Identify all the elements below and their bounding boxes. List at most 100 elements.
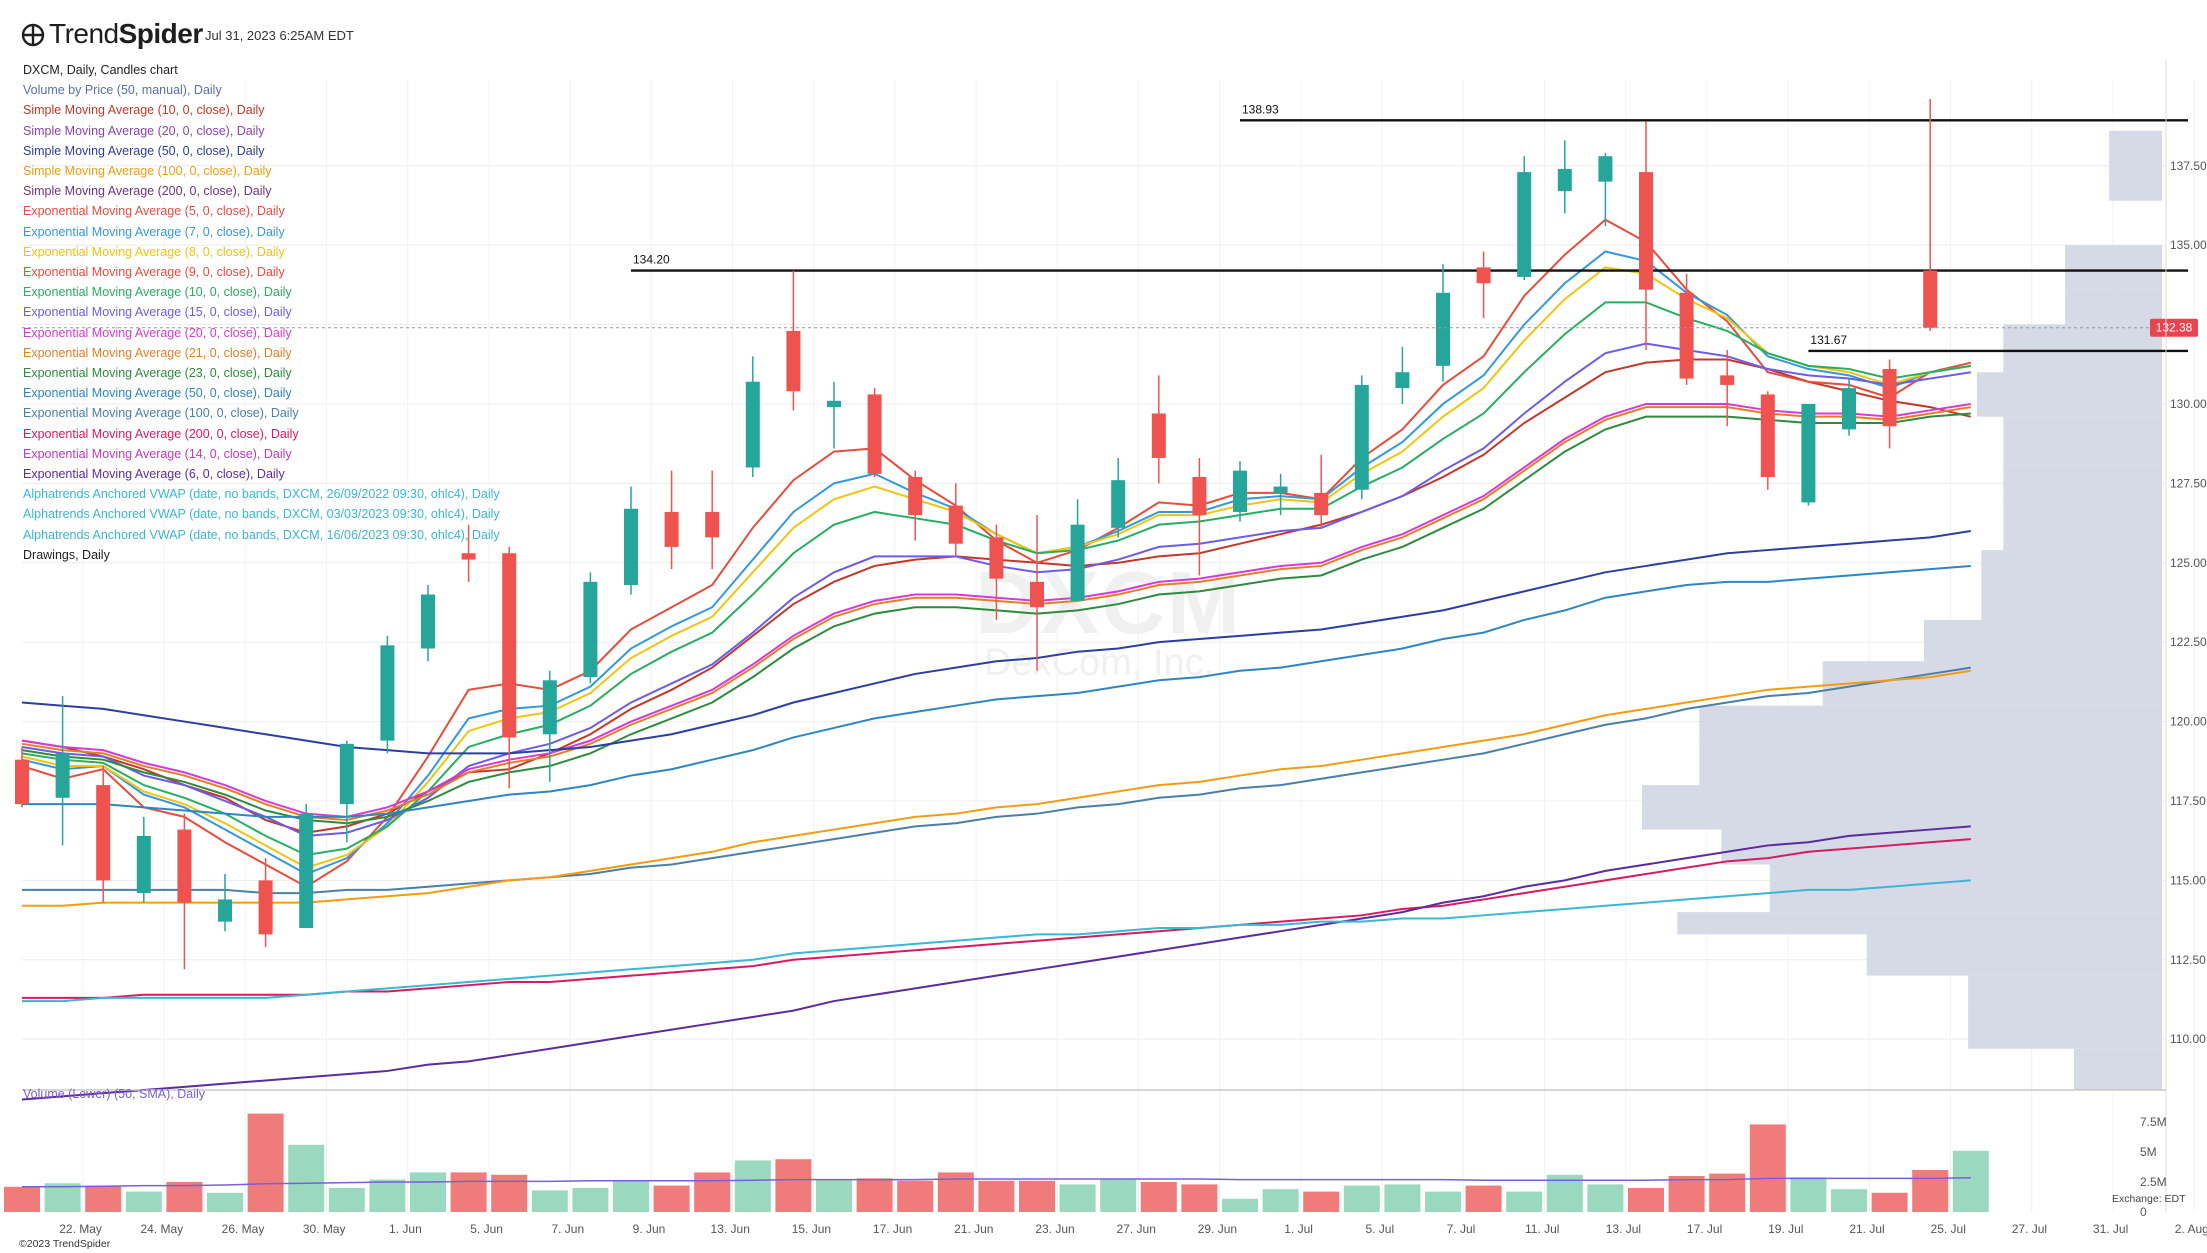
candle-body <box>1395 372 1410 389</box>
volume-bar <box>1425 1191 1461 1212</box>
legend-item[interactable]: Exponential Moving Average (15, 0, close… <box>23 305 292 320</box>
date-tick-label: 29. Jun <box>1198 1222 1237 1236</box>
volume-bars: 7.5M 5M 2.5M 0 <box>4 1113 2167 1219</box>
legend-item[interactable]: Alphatrends Anchored VWAP (date, no band… <box>23 527 500 542</box>
trendspider-logo-icon <box>21 23 45 47</box>
volume-bar <box>247 1113 284 1212</box>
volume-profile-bar <box>1866 934 2162 976</box>
candle-body <box>867 394 882 474</box>
volume-profile-bar <box>2073 1048 2162 1090</box>
volume-profile-bar <box>1981 550 2162 585</box>
candle-body <box>1111 480 1126 528</box>
copyright-text: ©2023 TrendSpider <box>19 1238 111 1250</box>
volume-bar <box>166 1182 203 1212</box>
legend-item[interactable]: Exponential Moving Average (8, 0, close)… <box>23 244 285 259</box>
volume-profile-bar <box>2109 181 2162 201</box>
legend-item[interactable]: Exponential Moving Average (20, 0, close… <box>23 325 292 340</box>
volume-bar <box>85 1185 122 1212</box>
legend-item[interactable]: Simple Moving Average (20, 0, close), Da… <box>23 123 265 138</box>
legend-item[interactable]: Alphatrends Anchored VWAP (date, no band… <box>23 507 500 522</box>
legend-item[interactable]: Drawings, Daily <box>23 547 110 562</box>
volume-tick-label: 5M <box>2140 1145 2157 1159</box>
candle-body <box>1679 292 1694 379</box>
volume-bar <box>1749 1124 1786 1212</box>
candle-body <box>258 880 273 935</box>
volume-profile-bar <box>2003 502 2162 551</box>
candle-body <box>299 813 314 929</box>
volume-bar <box>1831 1189 1867 1212</box>
indicator-legend: DXCM, Daily, Candles chart Volume by Pric… <box>23 60 500 565</box>
legend-item[interactable]: Exponential Moving Average (50, 0, close… <box>23 386 292 401</box>
legend-item[interactable]: Exponential Moving Average (6, 0, close)… <box>23 467 285 482</box>
candle-body <box>1720 375 1735 385</box>
legend-item[interactable]: DXCM, Daily, Candles chart <box>23 63 178 77</box>
volume-profile-bar <box>2003 416 2162 465</box>
volume-profile-bar <box>1968 975 2162 1008</box>
legend-item[interactable]: Exponential Moving Average (21, 0, close… <box>23 345 292 360</box>
volume-bar <box>369 1179 406 1212</box>
price-tick-label: 117.50 <box>2170 794 2206 808</box>
volume-tick-label: 0 <box>2140 1205 2147 1219</box>
volume-bar <box>328 1188 365 1212</box>
volume-tick-label: 7.5M <box>2140 1115 2167 1129</box>
volume-profile-bar <box>1981 585 2162 620</box>
legend-item[interactable]: Exponential Moving Average (100, 0, clos… <box>23 406 299 421</box>
price-tick-label: 135.00 <box>2170 238 2207 252</box>
last-price-tag <box>2150 318 2198 337</box>
candle-body <box>1030 581 1044 608</box>
volume-profile-bar <box>1677 912 2162 935</box>
volume-bar <box>1587 1184 1624 1212</box>
volume-bar <box>1140 1182 1177 1212</box>
legend-item[interactable]: Simple Moving Average (10, 0, close), Da… <box>23 103 265 118</box>
price-tick-label: 130.00 <box>2170 397 2207 411</box>
date-tick-label: 7. Jul <box>1447 1222 1476 1236</box>
volume-bar <box>1465 1185 1502 1212</box>
candle-body <box>1436 292 1450 366</box>
legend-item[interactable]: Simple Moving Average (200, 0, close), D… <box>23 184 272 199</box>
legend-item[interactable]: Exponential Moving Average (9, 0, close)… <box>23 265 285 280</box>
volume-bar <box>1303 1191 1340 1212</box>
legend-item[interactable]: Exponential Moving Average (10, 0, close… <box>23 285 292 300</box>
volume-bar <box>531 1190 568 1212</box>
legend-item[interactable]: Exponential Moving Average (14, 0, close… <box>23 446 292 461</box>
volume-bar <box>450 1172 487 1212</box>
legend-item[interactable]: Exponential Moving Average (23, 0, close… <box>23 366 292 381</box>
volume-profile-bar <box>2003 343 2162 373</box>
exchange-timezone-label: Exchange: EDT <box>2112 1193 2186 1205</box>
brand-light: Trend <box>49 18 119 49</box>
volume-bar <box>734 1160 771 1212</box>
price-tick-label: 112.50 <box>2170 953 2206 967</box>
candle-body <box>583 581 598 678</box>
volume-profile-bar <box>2003 324 2162 344</box>
candle-body <box>1598 156 1613 182</box>
volume-profile-bar <box>2065 245 2162 290</box>
date-tick-label: 27. Jul <box>2012 1222 2047 1236</box>
watermark-company-name: DexCom, Inc. <box>984 642 1215 684</box>
horizontal-levels: 138.93 134.20 131.67 <box>631 102 2188 353</box>
volume-profile-bar <box>1699 705 2162 738</box>
chart-timestamp: Jul 31, 2023 6:25AM EDT <box>205 28 354 43</box>
candle-body <box>1842 388 1856 430</box>
header: TrendSpider Jul 31, 2023 6:25AM EDT <box>0 0 2207 60</box>
legend-item[interactable]: Simple Moving Average (50, 0, close), Da… <box>23 143 265 158</box>
volume-bar <box>1912 1170 1949 1212</box>
volume-bar <box>288 1144 325 1212</box>
legend-item[interactable]: Alphatrends Anchored VWAP (date, no band… <box>23 487 500 502</box>
candle-body <box>1882 369 1897 427</box>
legend-item[interactable]: Volume by Price (50, manual), Daily <box>23 83 222 98</box>
horizontal-level-label: 134.20 <box>633 253 670 267</box>
candle-body <box>664 511 679 547</box>
date-tick-label: 31. Jul <box>2093 1222 2128 1236</box>
candle-body <box>461 553 476 560</box>
volume-bar <box>897 1180 934 1212</box>
legend-item[interactable]: Exponential Moving Average (200, 0, clos… <box>23 426 299 441</box>
date-tick-label: 11. Jul <box>1525 1222 1559 1236</box>
legend-item[interactable]: Exponential Moving Average (5, 0, close)… <box>23 204 285 219</box>
date-tick-label: 25. Jul <box>1931 1222 1966 1236</box>
volume-bar <box>207 1192 243 1212</box>
volume-profile <box>1642 130 2162 1090</box>
volume-bar <box>1952 1150 1989 1212</box>
legend-item[interactable]: Simple Moving Average (100, 0, close), D… <box>23 164 272 179</box>
legend-item[interactable]: Exponential Moving Average (7, 0, close)… <box>23 224 285 239</box>
